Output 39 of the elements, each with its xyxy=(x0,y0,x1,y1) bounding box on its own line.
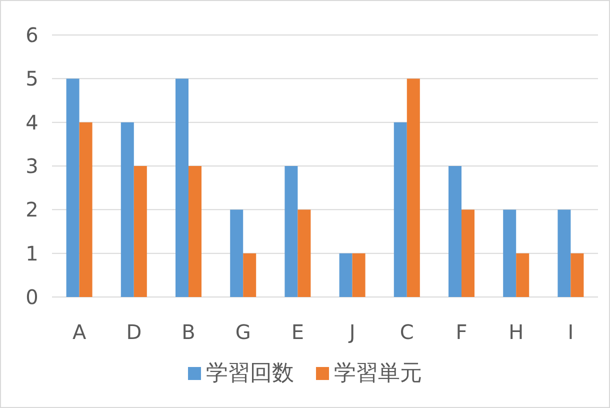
bar xyxy=(176,78,188,297)
bar xyxy=(448,166,462,297)
y-tick-label: 6 xyxy=(26,23,38,47)
y-tick-label: 2 xyxy=(26,198,38,222)
x-tick-label: B xyxy=(182,320,196,344)
bar xyxy=(406,78,420,297)
bar xyxy=(352,253,366,297)
y-tick-label: 0 xyxy=(26,285,38,309)
bar xyxy=(558,210,571,297)
bar xyxy=(298,210,311,297)
bar xyxy=(284,166,298,297)
bar xyxy=(230,210,244,297)
bar xyxy=(394,122,407,297)
bar xyxy=(462,210,474,297)
x-tick-label: I xyxy=(568,320,574,344)
y-tick-label: 1 xyxy=(26,241,38,266)
x-tick-label: F xyxy=(456,320,468,344)
bar xyxy=(339,253,352,297)
x-tick-label: A xyxy=(72,320,86,344)
bar xyxy=(503,210,516,297)
bar xyxy=(66,78,80,297)
x-tick-label: G xyxy=(235,320,251,344)
x-tick-label: C xyxy=(400,320,414,344)
y-tick-label: 4 xyxy=(26,110,38,134)
legend-label: 学習回数 xyxy=(206,361,294,386)
y-tick-label: 5 xyxy=(26,66,38,91)
x-tick-label: E xyxy=(291,320,304,344)
legend-label: 学習単元 xyxy=(334,361,422,386)
bar xyxy=(134,166,147,297)
bar xyxy=(243,253,256,297)
x-tick-label: J xyxy=(347,320,356,344)
bar xyxy=(516,253,530,297)
y-tick-label: 3 xyxy=(26,154,38,178)
x-tick-label: H xyxy=(508,320,524,344)
bar xyxy=(188,166,202,297)
bar xyxy=(79,122,92,297)
bar xyxy=(570,253,584,297)
bar xyxy=(120,122,134,297)
x-tick-label: D xyxy=(126,320,142,344)
